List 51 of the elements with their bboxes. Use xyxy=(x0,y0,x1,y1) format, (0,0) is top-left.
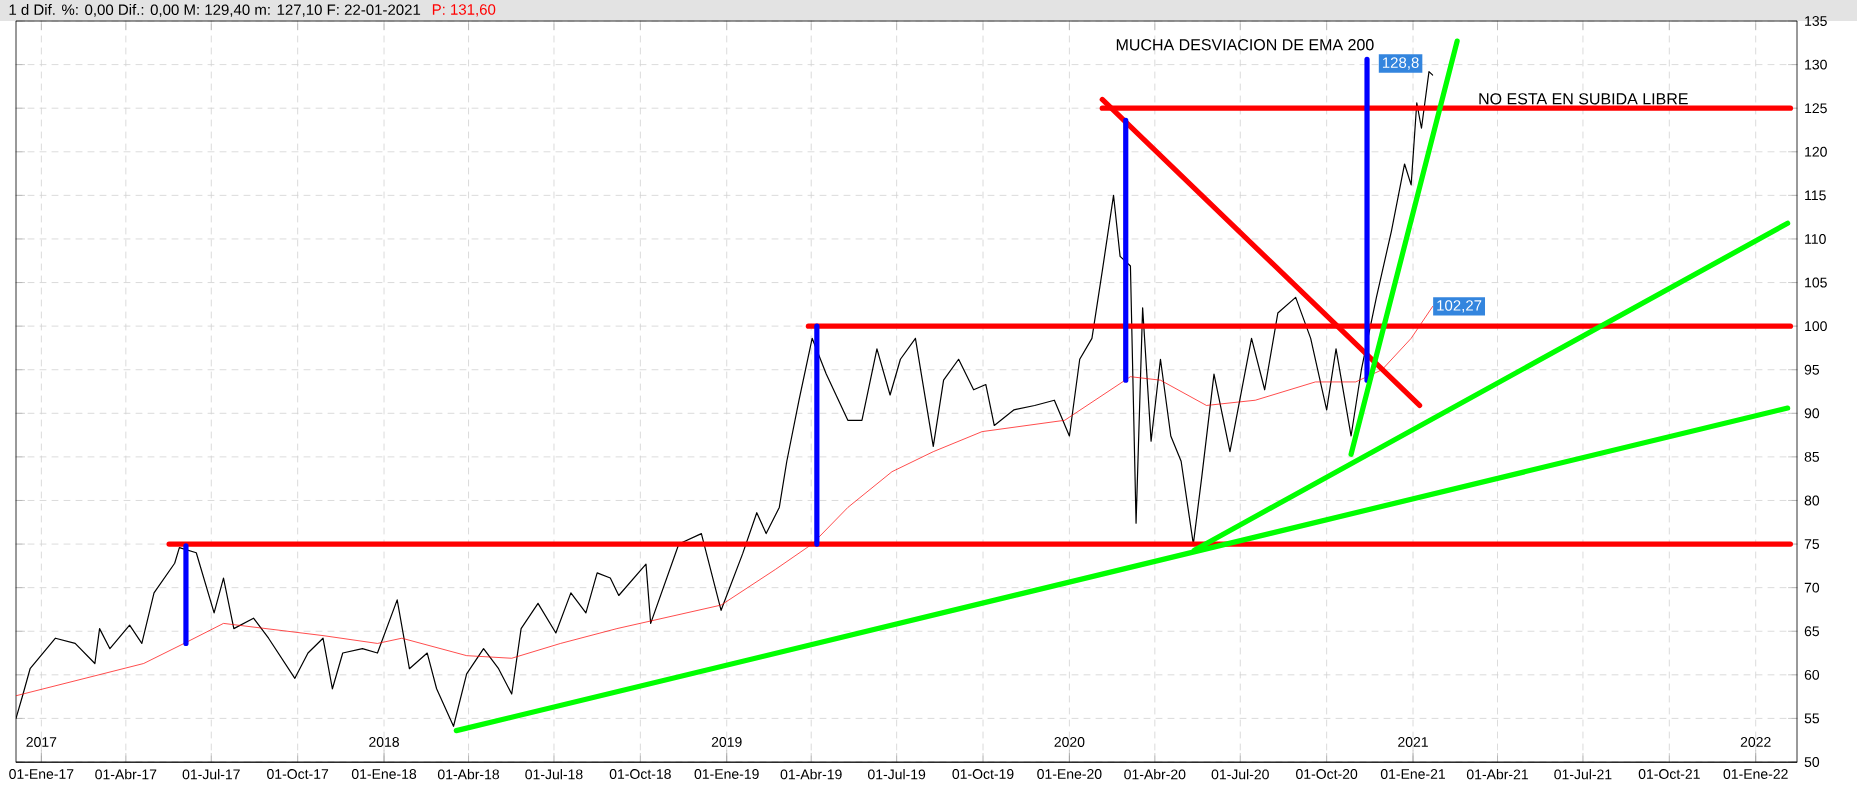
x-tick-label: 01-Ene-22 xyxy=(1723,769,1788,779)
y-tick-label: 75 xyxy=(1804,539,1820,549)
x-tick-label: 01-Abr-20 xyxy=(1124,769,1186,780)
y-tick-label: 55 xyxy=(1804,713,1820,724)
y-tick-label: 85 xyxy=(1804,451,1820,462)
x2-tick-label: 2017 xyxy=(26,737,57,747)
y-tick-label: 70 xyxy=(1804,582,1820,593)
x-tick-label: 01-Abr-21 xyxy=(1466,769,1528,780)
x2-tick-label: 2019 xyxy=(711,737,742,747)
x2-tick-label: 2021 xyxy=(1398,737,1428,747)
x-tick-label: 01-Abr-17 xyxy=(95,769,157,780)
data-label: 102,27 xyxy=(1437,300,1482,313)
x-tick-label: 01-Jul-19 xyxy=(868,769,926,780)
x-tick-label: 01-Oct-21 xyxy=(1638,769,1700,779)
y-tick-label: 115 xyxy=(1805,190,1826,201)
y-tick-label: 95 xyxy=(1804,364,1820,375)
x2-tick-label: 2020 xyxy=(1054,737,1085,747)
y-tick-label: 80 xyxy=(1804,495,1820,506)
y-tick-label: 90 xyxy=(1804,408,1820,419)
x-tick-label: 01-Oct-20 xyxy=(1296,769,1358,779)
y-tick-label: 50 xyxy=(1804,757,1820,767)
x-tick-label: 01-Jul-18 xyxy=(525,769,583,780)
x-tick-label: 01-Jul-17 xyxy=(182,769,240,780)
x2-tick-label: 2018 xyxy=(369,737,399,747)
y-tick-label: 65 xyxy=(1804,626,1820,637)
x-tick-label: 01-Oct-19 xyxy=(952,769,1014,779)
annotation: MUCHA DESVIACION DE EMA 200 xyxy=(1116,39,1374,51)
y-tick-label: 105 xyxy=(1805,277,1827,288)
x2-tick-label: 2022 xyxy=(1740,737,1771,747)
data-label: 128,8 xyxy=(1382,57,1419,70)
y-tick-label: 135 xyxy=(1805,16,1827,26)
y-tick-label: 110 xyxy=(1805,234,1826,244)
y-tick-label: 120 xyxy=(1805,146,1827,157)
x-tick-label: 01-Abr-19 xyxy=(780,769,842,780)
x-tick-label: 01-Ene-17 xyxy=(9,769,74,779)
x-tick-label: 01-Oct-17 xyxy=(267,769,329,779)
x-tick-label: 01-Jul-20 xyxy=(1211,769,1269,780)
x-tick-label: 01-Ene-21 xyxy=(1380,769,1445,779)
chart-subtitle: P: 131,60 xyxy=(432,4,496,17)
x-tick-label: 01-Jul-21 xyxy=(1554,769,1612,780)
x-tick-label: 01-Ene-18 xyxy=(351,769,417,779)
chart-title: 1 d Dif. %: 0,00 Dif.: 0,00 M: 129,40 m: 127,10 F: 22-01-2021 xyxy=(9,4,421,17)
y-tick-label: 100 xyxy=(1805,321,1827,332)
annotation: NO ESTA EN SUBIDA LIBRE xyxy=(1479,93,1688,105)
x-tick-label: 01-Ene-20 xyxy=(1037,769,1102,779)
x-tick-label: 01-Abr-18 xyxy=(437,769,500,780)
x-tick-label: 01-Ene-19 xyxy=(694,769,759,779)
x-tick-label: 01-Oct-18 xyxy=(609,769,671,779)
y-tick-label: 60 xyxy=(1804,669,1820,680)
y-tick-label: 125 xyxy=(1805,103,1827,114)
y-tick-label: 130 xyxy=(1805,59,1827,70)
